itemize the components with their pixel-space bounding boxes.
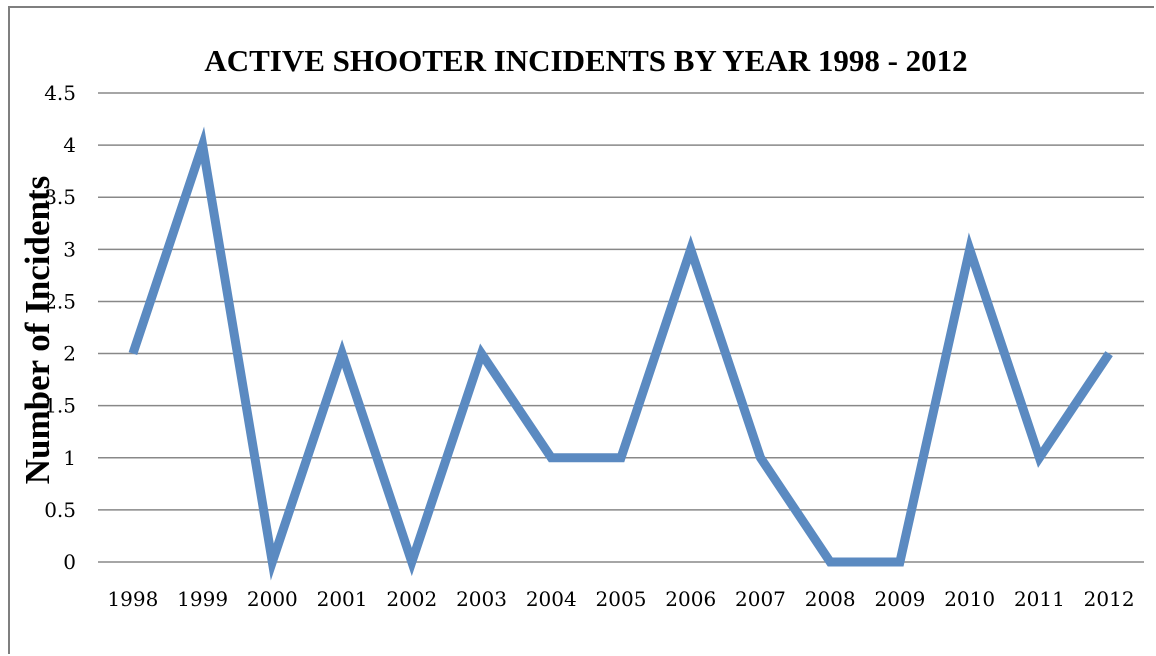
y-axis-ticks: 0 0.5 1 1.5 2 2.5 3 3.5 4 4.5 bbox=[44, 81, 76, 574]
x-tick-label: 2002 bbox=[386, 587, 437, 611]
x-tick-label: 2003 bbox=[456, 587, 507, 611]
grid bbox=[98, 92, 1144, 563]
y-tick-label: 0 bbox=[63, 550, 76, 574]
x-tick-label: 2012 bbox=[1084, 587, 1135, 611]
y-tick-label: 1.5 bbox=[44, 394, 76, 418]
y-tick-label: 4 bbox=[63, 133, 76, 157]
x-tick-label: 2000 bbox=[247, 587, 298, 611]
y-axis-label: Number of Incidents bbox=[18, 176, 57, 485]
y-tick-label: 3.5 bbox=[44, 185, 76, 209]
y-tick-label: 0.5 bbox=[44, 498, 76, 522]
y-tick-label: 4.5 bbox=[44, 81, 76, 105]
y-tick-label: 3 bbox=[63, 237, 76, 261]
x-tick-label: 1998 bbox=[107, 587, 158, 611]
x-tick-label: 1999 bbox=[177, 587, 228, 611]
chart-title: ACTIVE SHOOTER INCIDENTS BY YEAR 1998 - … bbox=[204, 43, 967, 78]
x-tick-label: 2011 bbox=[1014, 587, 1065, 611]
x-tick-label: 2008 bbox=[805, 587, 856, 611]
chart-frame bbox=[8, 6, 1154, 654]
series-line bbox=[128, 126, 1113, 581]
x-tick-label: 2001 bbox=[317, 587, 368, 611]
x-tick-label: 2007 bbox=[735, 587, 786, 611]
x-tick-label: 2005 bbox=[596, 587, 647, 611]
series-layer bbox=[128, 126, 1113, 581]
x-tick-label: 2010 bbox=[944, 587, 995, 611]
y-tick-label: 2 bbox=[63, 342, 76, 366]
x-tick-label: 2004 bbox=[526, 587, 577, 611]
y-tick-label: 1 bbox=[63, 446, 76, 470]
y-tick-label: 2.5 bbox=[44, 289, 76, 313]
x-tick-label: 2009 bbox=[874, 587, 925, 611]
x-axis-ticks: 1998 1999 2000 2001 2002 2003 2004 2005 2006 2007… bbox=[107, 587, 1134, 611]
x-tick-label: 2006 bbox=[665, 587, 716, 611]
